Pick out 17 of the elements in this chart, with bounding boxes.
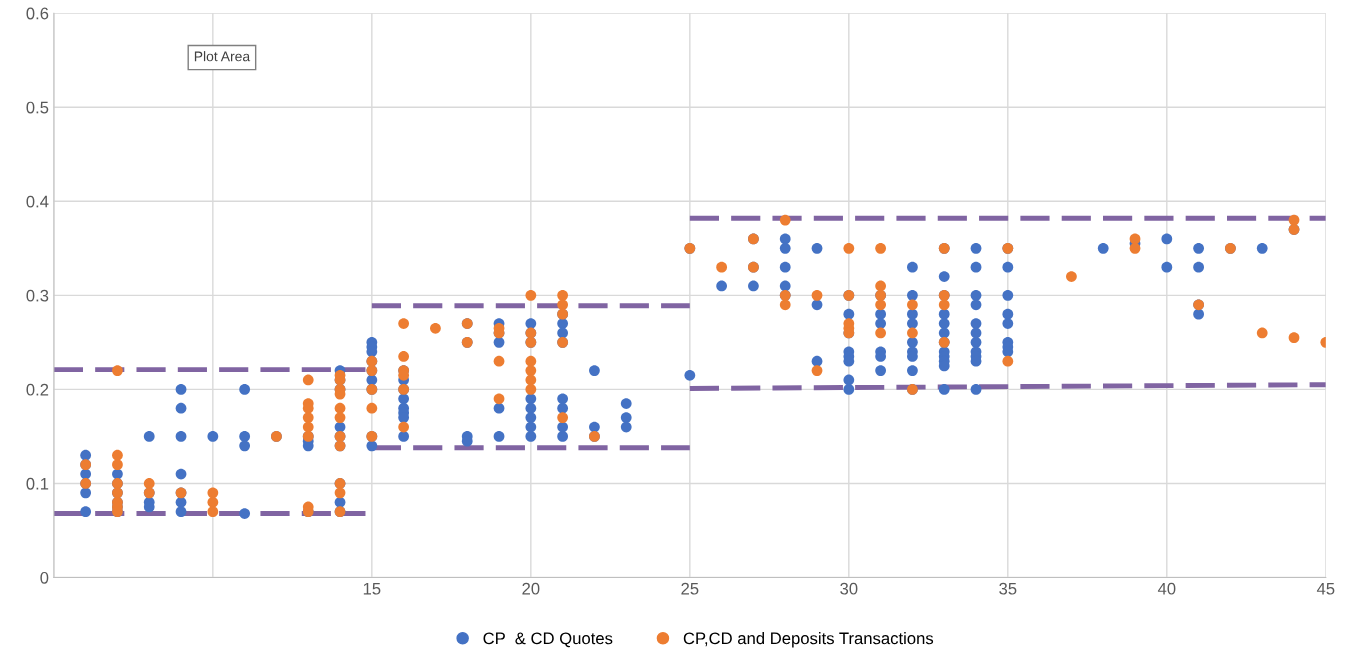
x-tick-label: 30: [840, 582, 858, 595]
y-tick-label: 0.3: [26, 289, 49, 302]
y-tick-label: 0.4: [26, 195, 49, 208]
legend-label: CP,CD and Deposits Transactions: [683, 632, 934, 648]
y-tick-label: 0: [40, 571, 49, 584]
y-tick-label: 0.6: [26, 7, 49, 20]
x-tick-label: 40: [1157, 582, 1176, 595]
y-tick-label: 0.5: [26, 101, 49, 114]
x-tick-label: 15: [363, 582, 381, 595]
y-tick-label: 0.2: [26, 383, 49, 396]
y-tick-label: 0.1: [26, 477, 49, 490]
x-tick-label: 25: [681, 582, 699, 595]
x-tick-label: 20: [522, 582, 540, 595]
legend-label: CP & CD Quotes: [483, 632, 613, 648]
annotation: Plot Area: [194, 51, 251, 62]
x-tick-label: 45: [1316, 582, 1335, 595]
x-tick-label: 35: [999, 582, 1017, 595]
